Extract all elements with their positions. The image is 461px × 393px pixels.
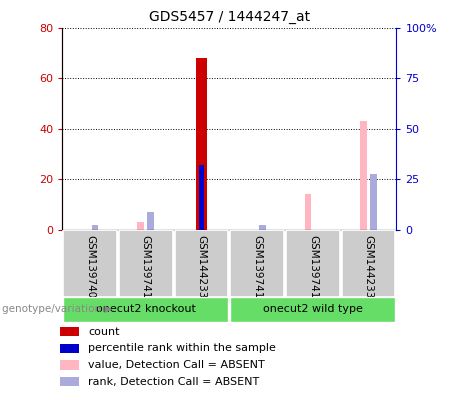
Bar [230,230,284,297]
Text: GSM1442337: GSM1442337 [196,235,207,305]
Bar [60,343,79,353]
Bar [196,58,207,230]
Text: GSM1442336: GSM1442336 [364,235,373,305]
Text: percentile rank within the sample: percentile rank within the sample [89,343,276,353]
Bar [360,121,367,230]
Bar [370,174,377,230]
Bar [60,377,79,386]
Text: count: count [89,327,120,336]
Bar [230,297,396,322]
Bar [92,225,99,230]
Bar [342,230,396,297]
Text: onecut2 knockout: onecut2 knockout [96,305,196,314]
Bar [119,230,172,297]
Bar [148,212,154,230]
Text: genotype/variation ▶: genotype/variation ▶ [2,305,112,314]
Text: value, Detection Call = ABSENT: value, Detection Call = ABSENT [89,360,265,370]
Bar [286,230,340,297]
Bar [60,327,79,336]
Text: rank, Detection Call = ABSENT: rank, Detection Call = ABSENT [89,376,260,387]
Bar [63,230,117,297]
Text: GSM1397412: GSM1397412 [308,235,318,305]
Bar [137,222,144,230]
Text: GSM1397411: GSM1397411 [252,235,262,305]
Text: onecut2 wild type: onecut2 wild type [263,305,363,314]
Title: GDS5457 / 1444247_at: GDS5457 / 1444247_at [149,10,310,24]
Bar [60,360,79,369]
Bar [63,297,228,322]
Bar [199,165,204,230]
Bar [305,195,311,230]
Text: GSM1397410: GSM1397410 [141,235,151,305]
Text: GSM1397409: GSM1397409 [85,235,95,305]
Bar [259,225,266,230]
Bar [175,230,228,297]
